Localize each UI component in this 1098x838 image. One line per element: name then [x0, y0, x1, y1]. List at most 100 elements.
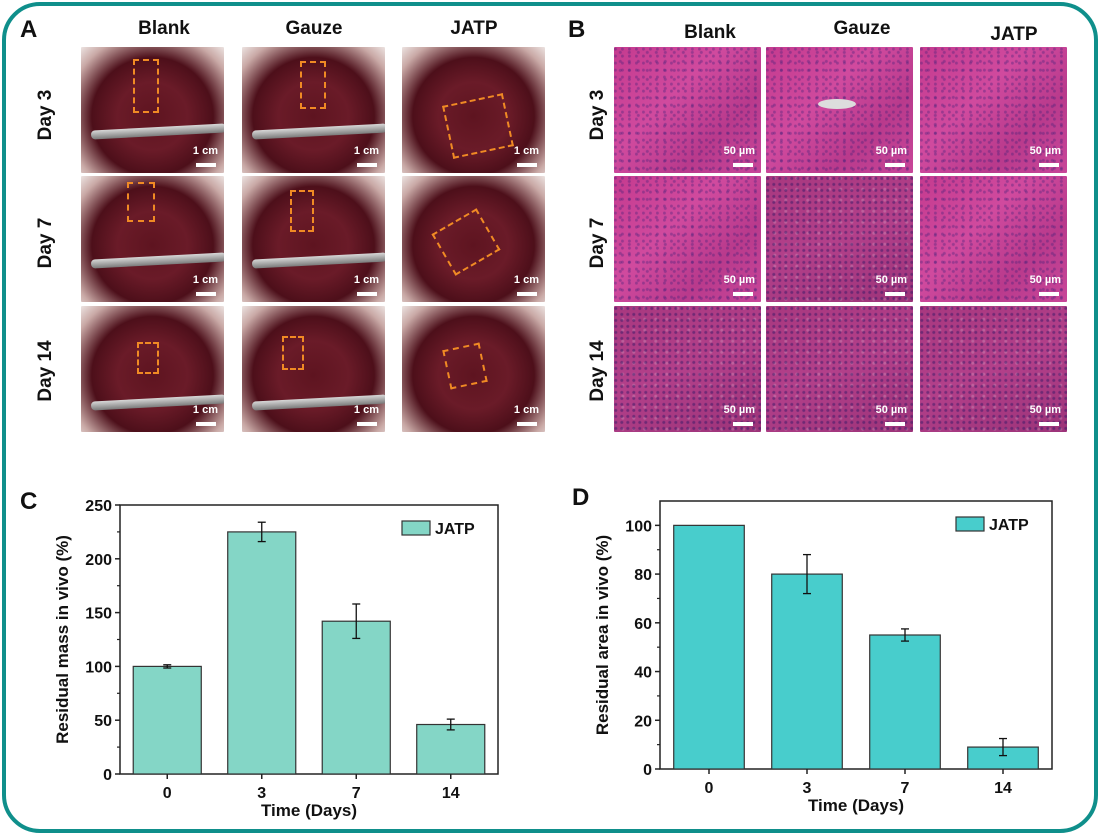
x-tick-label: 7 [352, 785, 361, 802]
wound-region-box [442, 342, 488, 390]
scale-bar [517, 422, 537, 426]
y-axis-title: Residual area in vivo (%) [593, 535, 612, 735]
panel-b-row-day3: Day 3 [587, 89, 608, 141]
histology-image-gauze-day-3: 50 µm [766, 47, 913, 173]
scale-bar [357, 292, 377, 296]
legend-label: JATP [989, 517, 1029, 534]
y-tick-label: 50 [94, 713, 112, 730]
wound-region-box [300, 61, 326, 109]
panel-b-col-gauze: Gauze [833, 18, 891, 39]
wound-region-box [290, 190, 314, 232]
wound-region-box [137, 342, 159, 374]
x-tick-label: 0 [705, 780, 714, 797]
histology-image-jatp-day-14: 50 µm [920, 306, 1067, 432]
panel-a-col-gauze: Gauze [285, 18, 343, 39]
histology-image-jatp-day-7: 50 µm [920, 176, 1067, 302]
bar-7 [321, 620, 391, 775]
bar-3 [771, 573, 843, 770]
x-axis-title: Time (Days) [808, 796, 904, 815]
bar-0 [673, 524, 745, 770]
scale-bar-label: 1 cm [192, 274, 218, 286]
x-tick-label: 7 [901, 780, 910, 797]
x-tick-label: 0 [163, 785, 172, 802]
liver-photo-blank-day-3: 1 cm [81, 47, 224, 173]
scale-bar-label: 50 µm [723, 404, 755, 416]
forceps-graphic [90, 123, 224, 140]
forceps-graphic [90, 252, 224, 269]
y-tick-label: 200 [85, 552, 112, 569]
panel-a-row-day3: Day 3 [35, 89, 56, 141]
chart-c: 0 50 100 150 200 250 0 3 7 14 Time (Days) Residual … [0, 460, 560, 838]
chart-c-svg: 0 50 100 150 200 250 0 3 7 14 Time (Days) Residual … [53, 498, 499, 820]
scale-bar-label: 1 cm [513, 145, 539, 157]
scale-bar [196, 292, 216, 296]
scale-bar-label: 1 cm [353, 404, 379, 416]
legend-swatch [401, 520, 431, 536]
scale-bar [733, 292, 753, 296]
panel-a-row-day7: Day 7 [35, 217, 56, 269]
scale-bar-label: 1 cm [353, 145, 379, 157]
scale-bar [357, 163, 377, 167]
bar-14 [416, 723, 486, 775]
panel-a-col-jatp: JATP [450, 18, 498, 39]
y-tick-label: 20 [634, 713, 652, 730]
liver-photo-gauze-day-7: 1 cm [242, 176, 385, 302]
scale-bar-label: 50 µm [723, 274, 755, 286]
legend-label: JATP [435, 521, 475, 538]
scale-bar [196, 422, 216, 426]
y-tick-label: 0 [103, 767, 112, 784]
liver-photo-blank-day-14: 1 cm [81, 306, 224, 432]
panel-b-row-day7: Day 7 [587, 217, 608, 269]
scale-bar-label: 50 µm [875, 274, 907, 286]
scale-bar-label: 50 µm [875, 145, 907, 157]
histology-image-blank-day-14: 50 µm [614, 306, 761, 432]
x-tick-label: 3 [257, 785, 266, 802]
scale-bar-label: 1 cm [513, 274, 539, 286]
histology-image-gauze-day-7: 50 µm [766, 176, 913, 302]
y-tick-label: 40 [634, 665, 652, 682]
bar-7 [869, 634, 941, 770]
scale-bar [885, 422, 905, 426]
scale-bar [885, 292, 905, 296]
panel-a-col-blank: Blank [138, 18, 190, 39]
scale-bar [733, 422, 753, 426]
y-tick-label: 80 [634, 567, 652, 584]
liver-photo-jatp-day-14: 1 cm [402, 306, 545, 432]
histology-image-blank-day-7: 50 µm [614, 176, 761, 302]
panel-a-letter: A [20, 16, 38, 43]
scale-bar [1039, 292, 1059, 296]
bar-3 [227, 531, 297, 775]
liver-photo-jatp-day-7: 1 cm [402, 176, 545, 302]
y-tick-label: 100 [85, 659, 112, 676]
y-tick-label: 150 [85, 606, 112, 623]
x-tick-label: 3 [803, 780, 812, 797]
forceps-graphic [251, 123, 385, 140]
x-tick-label: 14 [994, 780, 1012, 797]
vessel-lumen [818, 99, 856, 109]
wound-region-box [282, 336, 304, 370]
scale-bar [733, 163, 753, 167]
panel-b-col-blank: Blank [684, 22, 736, 43]
scale-bar-label: 1 cm [513, 404, 539, 416]
scale-bar [517, 292, 537, 296]
y-axis-title: Residual mass in vivo (%) [53, 535, 72, 744]
bar-0 [132, 665, 202, 775]
histology-image-jatp-day-3: 50 µm [920, 47, 1067, 173]
scale-bar-label: 1 cm [192, 145, 218, 157]
scale-bar-label: 1 cm [353, 274, 379, 286]
panel-b-row-day14: Day 14 [587, 340, 608, 402]
panel-d-letter: D [572, 484, 590, 511]
scale-bar-label: 50 µm [1029, 404, 1061, 416]
scale-bar-label: 50 µm [875, 404, 907, 416]
scale-bar [196, 163, 216, 167]
liver-photo-gauze-day-14: 1 cm [242, 306, 385, 432]
y-tick-label: 250 [85, 498, 112, 515]
chart-d: 0 20 40 60 80 100 0 3 7 14 Time (Days) Residual are… [560, 460, 1098, 838]
legend-swatch [955, 516, 985, 532]
scale-bar [885, 163, 905, 167]
panel-b-letter: B [568, 16, 586, 43]
panel-b-col-jatp: JATP [990, 24, 1038, 45]
plot-frame [659, 500, 1053, 770]
x-axis-title: Time (Days) [261, 801, 357, 820]
scale-bar [1039, 422, 1059, 426]
